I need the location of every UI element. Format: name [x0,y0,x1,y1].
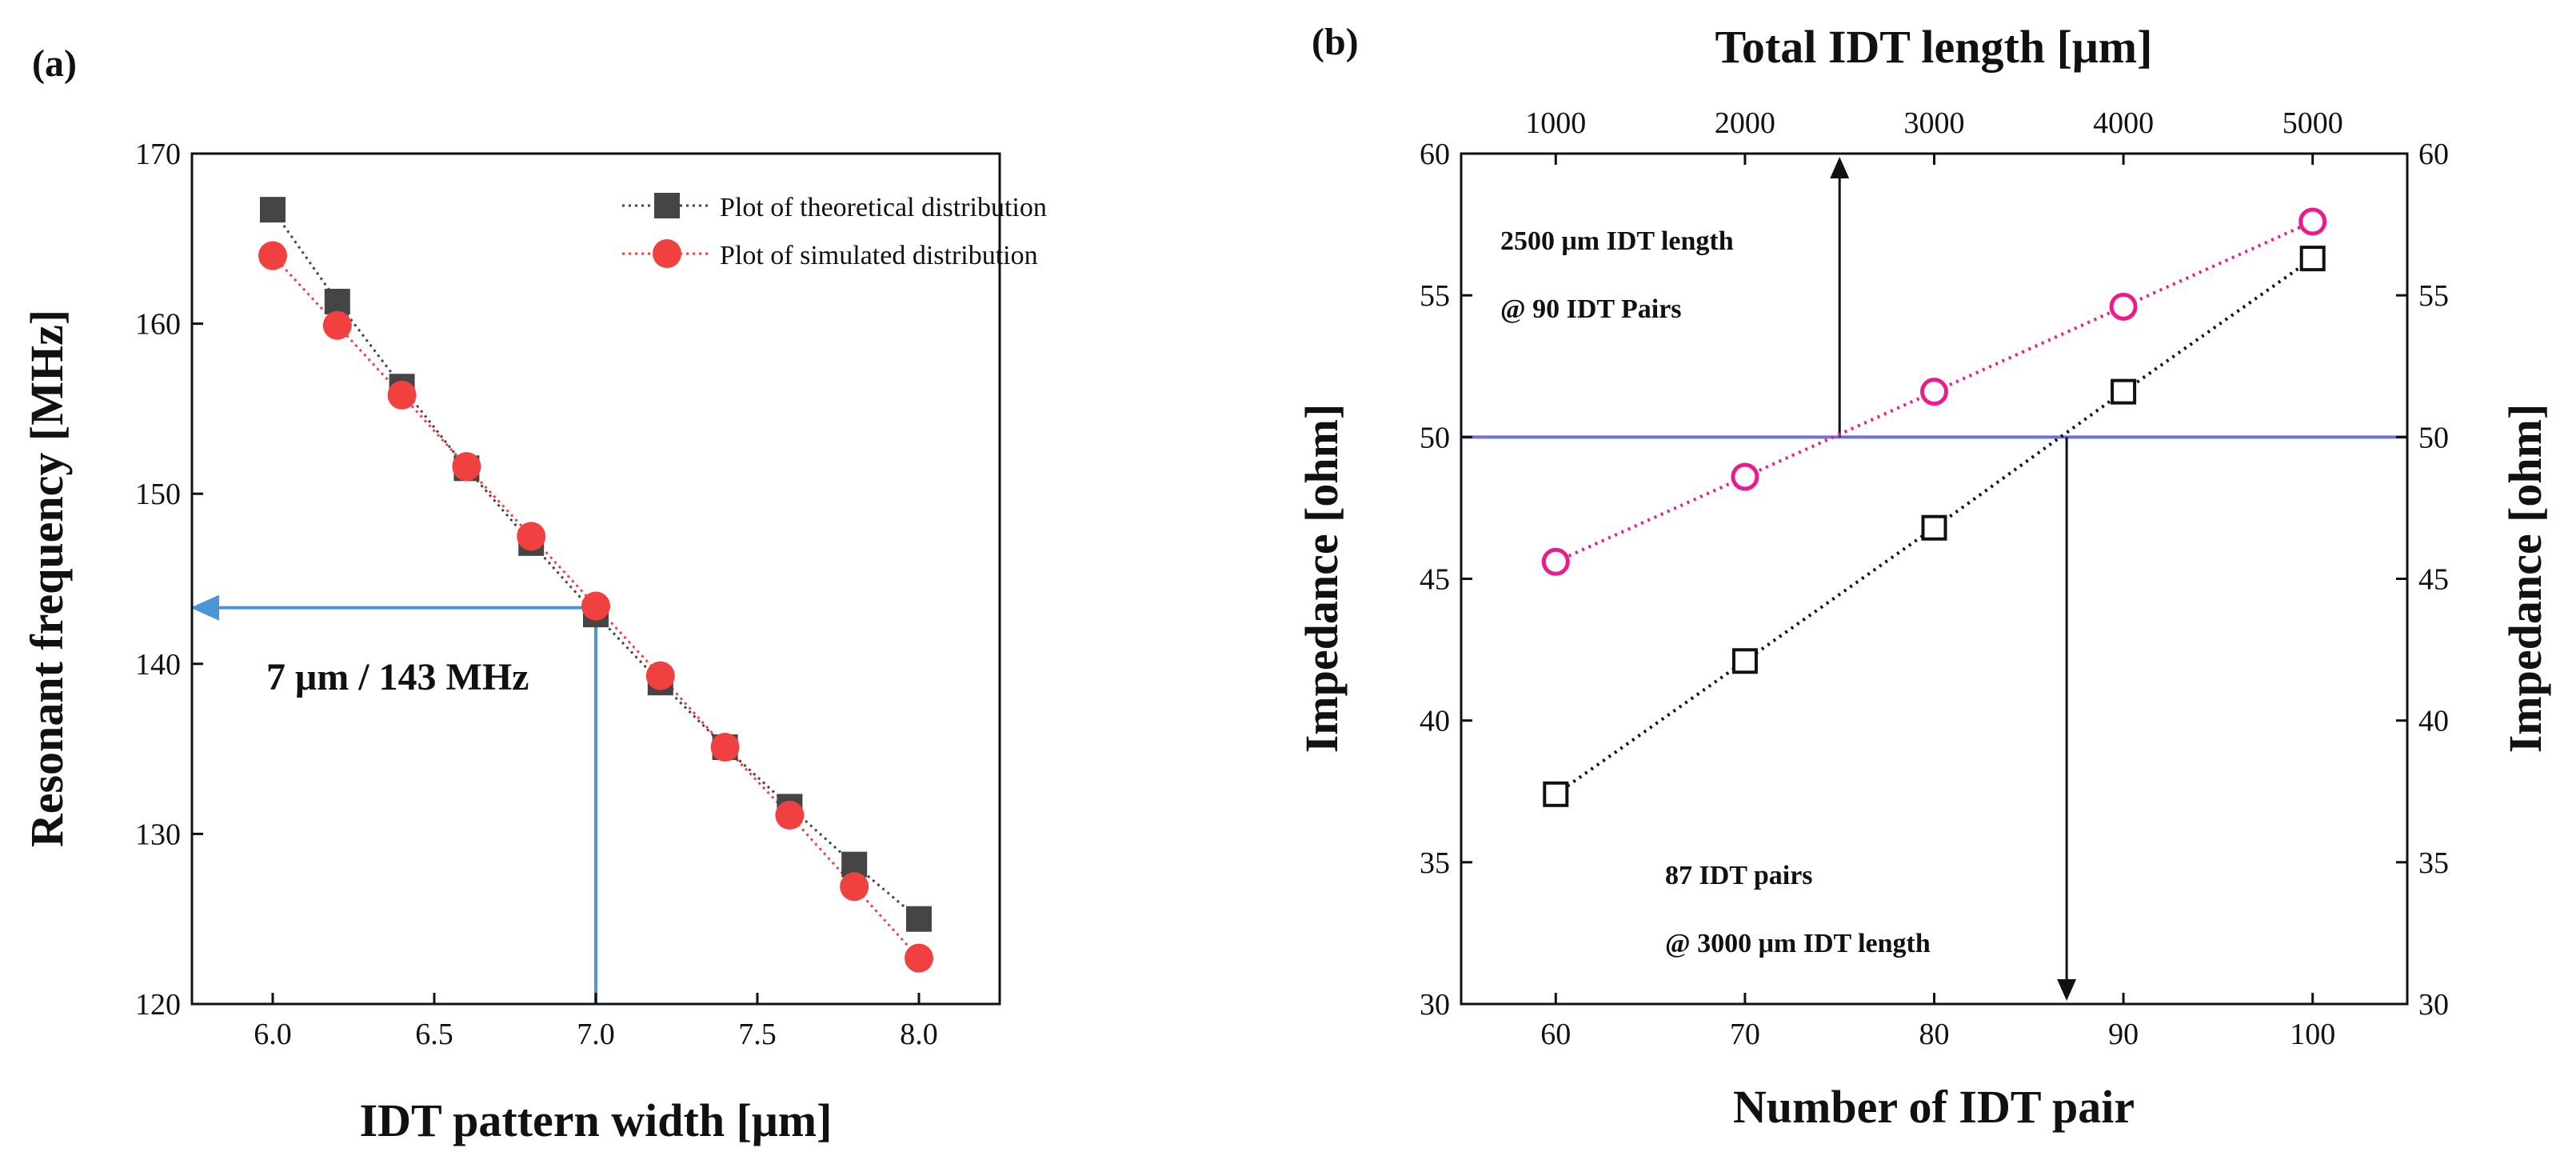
y-axis-label-a: Resonant frequency [MHz] [21,310,73,847]
y-tick-label-right: 35 [2418,846,2449,880]
x-axis-ticks-a: 6.0 6.5 7.0 7.5 8.0 [254,993,938,1051]
data-point-simulated [322,310,352,340]
data-point-simulated [710,732,740,762]
data-point-length [2298,207,2327,236]
x-axis-label-b: Number of IDT pair [1733,1081,2135,1133]
legend-label-theoretical: Plot of theoretical distribution [720,193,1047,222]
y-tick-label: 150 [135,478,181,511]
annotation-top-line2: @ 90 IDT Pairs [1500,294,1682,324]
y-axis-label-right-b: Impedance [ohm] [2499,404,2551,754]
y-tick-label: 160 [135,308,181,342]
y-tick-label: 170 [135,138,181,171]
y-tick-label-right: 40 [2418,705,2449,738]
x-tick-label: 90 [2108,1018,2139,1051]
series-b [1541,207,2327,807]
x-tick-label: 7.5 [738,1018,777,1051]
data-point-simulated [905,943,933,973]
chart-panel-b: (b) 60 70 80 90 100 1000 2000 3000 4000 5000 30 3… [1296,21,2551,1133]
top-x-tick-label: 5000 [2282,106,2343,140]
y-tick-label: 55 [1420,279,1450,313]
top-x-tick-label: 4000 [2093,106,2154,140]
y-axis-ticks-b: 30 30 35 35 40 40 45 45 50 50 55 55 60 60 [1420,138,2449,1022]
chart-panel-a: (a) 6.0 6.5 7.0 7.5 8.0 120 130 140 150 160 170 I… [21,42,1047,1146]
data-point-pairs [1731,648,1758,674]
top-x-axis-ticks-b: 1000 2000 3000 4000 5000 [1525,106,2343,165]
y-tick-label-right: 50 [2418,421,2449,454]
annotation-resonance: 7 μm / 143 MHz [266,656,529,698]
y-tick-label: 40 [1420,705,1450,738]
top-x-axis-label-b: Total IDT length [μm] [1715,21,2153,73]
y-tick-label-right: 30 [2418,988,2449,1022]
data-point-simulated [775,801,805,830]
y-tick-label-right: 60 [2418,138,2449,171]
y-tick-label: 50 [1420,421,1450,454]
data-point-theoretical [324,288,350,314]
y-tick-label: 60 [1420,138,1450,171]
y-axis-ticks-a: 120 130 140 150 160 170 [135,138,203,1022]
y-tick-label-right: 45 [2418,563,2449,597]
panel-label-b: (b) [1312,21,1359,63]
x-tick-label: 8.0 [900,1018,938,1051]
y-tick-label: 120 [135,988,181,1022]
annotation-bottom-line2: @ 3000 μm IDT length [1665,929,1931,958]
panel-label-a: (a) [32,42,77,85]
x-tick-label: 6.0 [254,1018,292,1051]
plot-frame-b [1460,152,2409,1006]
data-point-theoretical [260,197,286,223]
data-point-length [1541,547,1570,576]
legend-label-simulated: Plot of simulated distribution [720,241,1038,270]
data-point-simulated [387,380,417,410]
x-tick-label: 7.0 [577,1018,615,1051]
legend-a: Plot of theoretical distribution Plot of… [622,193,1047,270]
x-tick-label: 70 [1730,1018,1760,1051]
x-tick-label: 6.5 [415,1018,453,1051]
x-axis-label-a: IDT pattern width [μm] [360,1094,833,1146]
x-tick-label: 80 [1919,1018,1950,1051]
data-point-pairs [1921,514,1947,541]
series-line-simulated [271,254,921,959]
data-point-length [1731,462,1759,491]
y-axis-label-b: Impedance [ohm] [1296,404,1348,754]
data-point-pairs [1543,781,1569,807]
y-tick-label: 130 [135,818,181,851]
x-tick-label: 60 [1540,1018,1571,1051]
top-x-tick-label: 3000 [1904,106,1965,140]
y-tick-label: 45 [1420,563,1450,597]
series-a [258,197,933,973]
data-point-theoretical [906,906,932,932]
y-tick-label-right: 55 [2418,279,2449,313]
data-point-simulated [840,872,869,902]
annotation-top-line1: 2500 μm IDT length [1500,226,1734,256]
series-line-length [1555,220,2314,564]
data-point-simulated [581,591,610,621]
data-point-length [2109,292,2138,321]
guide-lines-a [190,594,597,1004]
data-point-simulated [645,661,675,690]
legend-marker-simulated [653,239,681,268]
y-tick-label: 30 [1420,988,1450,1022]
x-tick-label: 100 [2290,1018,2335,1051]
data-point-pairs [2299,246,2326,272]
data-point-simulated [258,241,287,270]
y-tick-label: 35 [1420,846,1450,880]
y-tick-label: 140 [135,648,181,682]
top-x-tick-label: 2000 [1715,106,1775,140]
annotation-bottom-line1: 87 IDT pairs [1665,861,1813,890]
x-axis-ticks-b: 60 70 80 90 100 [1540,993,2335,1051]
data-point-length [1920,378,1948,406]
data-point-simulated [452,452,481,482]
arrows-b [1830,157,2077,1001]
data-point-simulated [517,522,546,551]
data-point-pairs [2111,378,2137,405]
top-x-tick-label: 1000 [1525,106,1586,140]
legend-marker-theoretical [654,193,680,218]
